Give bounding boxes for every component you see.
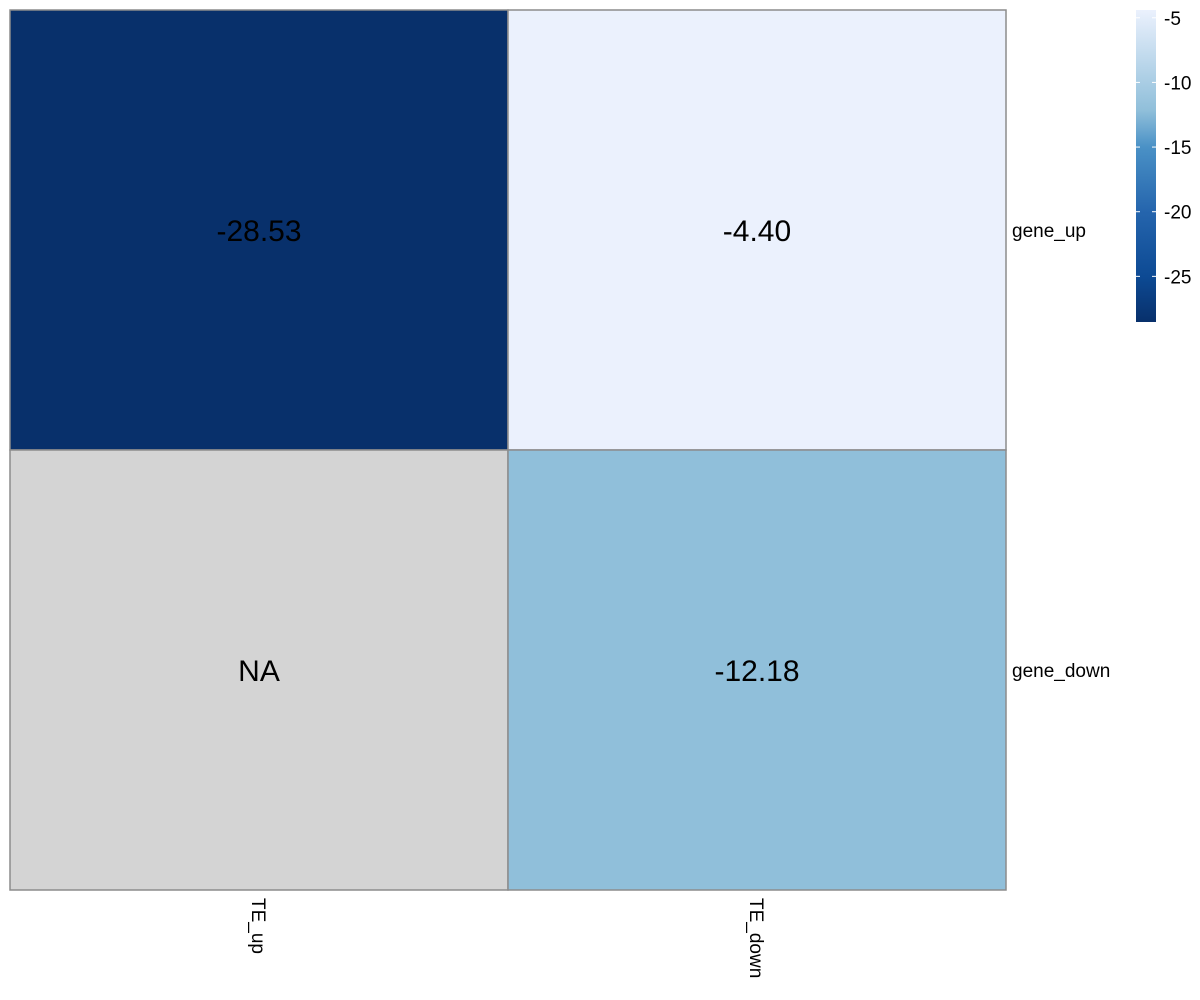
heatmap-cell-gene_down-TE_up: [9, 449, 509, 891]
legend-tick-label: -5: [1164, 9, 1181, 30]
heatmap-cell-gene_down-TE_down: [507, 449, 1007, 891]
legend-color-bar: [1136, 10, 1156, 322]
heatmap-cell-gene_up-TE_down: [507, 9, 1007, 451]
heatmap-cells: -28.53 -4.40 NA -12.18: [9, 9, 1007, 891]
legend-tick-label: -20: [1164, 203, 1191, 224]
cell-value-label: -28.53: [216, 215, 301, 248]
column-label-TE_down: TE_down: [745, 898, 766, 978]
legend-tick-label: -25: [1164, 267, 1191, 288]
row-label-gene_up: gene_up: [1012, 221, 1086, 242]
row-labels: gene_up gene_down: [1012, 221, 1110, 682]
legend-tick-label: -10: [1164, 73, 1191, 94]
cell-value-label: -12.18: [714, 655, 799, 688]
color-legend: -5 -10 -15 -20 -25: [1136, 9, 1191, 322]
column-label-TE_up: TE_up: [247, 898, 268, 954]
legend-ticks: -5 -10 -15 -20 -25: [1136, 9, 1191, 288]
cell-value-label: -4.40: [723, 215, 791, 248]
row-label-gene_down: gene_down: [1012, 661, 1110, 682]
column-labels: TE_up TE_down: [247, 898, 766, 978]
cell-value-label: NA: [238, 655, 280, 688]
heatmap-cell-gene_up-TE_up: [9, 9, 509, 451]
legend-tick-label: -15: [1164, 138, 1191, 159]
